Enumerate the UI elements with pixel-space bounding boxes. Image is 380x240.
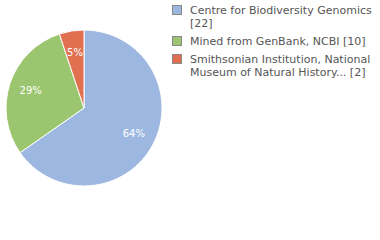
svg-text:29%: 29% [20, 85, 42, 96]
svg-text:64%: 64% [123, 128, 145, 139]
html-text:Mined from GenBank, NCBI [10]: Mined from GenBank, NCBI [10] [190, 35, 366, 48]
html-text:Centre for Biodiversity Genomi: Centre for Biodiversity Genomics [22] [190, 4, 372, 30]
html-text:Smithsonian Institution, Natio: Smithsonian Institution, National Museum… [190, 53, 371, 79]
svg-text:5%: 5% [67, 47, 83, 58]
